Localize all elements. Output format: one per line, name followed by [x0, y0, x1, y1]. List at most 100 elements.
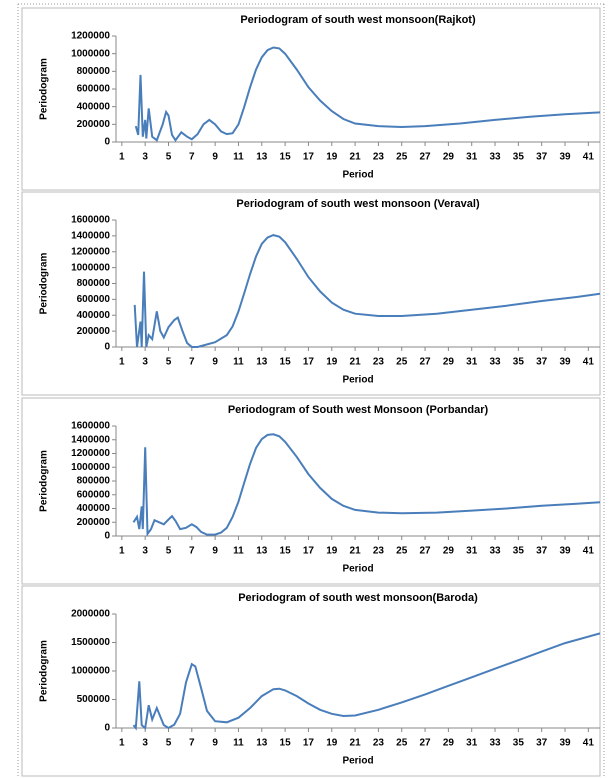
- x-tick-label: 1: [119, 357, 125, 368]
- x-tick-label: 37: [536, 152, 548, 163]
- x-tick-label: 37: [536, 546, 548, 557]
- series-line: [132, 632, 601, 731]
- x-tick-label: 19: [326, 152, 338, 163]
- x-tick-label: 35: [513, 546, 525, 557]
- x-tick-label: 19: [326, 357, 338, 368]
- chart-title: Periodogram of south west monsoon(Baroda…: [238, 592, 478, 604]
- y-tick-label: 0: [104, 723, 110, 734]
- x-tick-label: 25: [396, 152, 408, 163]
- x-tick-label: 27: [419, 357, 431, 368]
- x-tick-label: 41: [583, 357, 595, 368]
- y-axis-label: Periodogram: [39, 253, 50, 315]
- x-tick-label: 1: [119, 546, 125, 557]
- x-tick-label: 17: [303, 152, 315, 163]
- x-tick-label: 7: [189, 546, 195, 557]
- y-tick-label: 200000: [77, 517, 111, 528]
- x-tick-label: 13: [256, 546, 268, 557]
- y-tick-label: 0: [104, 137, 110, 148]
- x-tick-label: 33: [489, 357, 501, 368]
- y-tick-label: 800000: [77, 476, 111, 487]
- x-tick-label: 7: [189, 152, 195, 163]
- y-tick-label: 1600000: [71, 215, 110, 226]
- series-line: [132, 433, 601, 537]
- x-tick-label: 31: [466, 152, 478, 163]
- x-tick-label: 5: [166, 357, 172, 368]
- x-tick-label: 41: [583, 152, 595, 163]
- x-tick-label: 5: [166, 738, 172, 749]
- x-tick-label: 39: [559, 546, 571, 557]
- x-tick-label: 13: [256, 152, 268, 163]
- x-tick-label: 23: [373, 738, 385, 749]
- x-tick-label: 17: [303, 546, 315, 557]
- y-tick-label: 500000: [77, 694, 111, 705]
- x-tick-label: 3: [142, 357, 148, 368]
- y-tick-label: 400000: [77, 310, 111, 321]
- x-tick-label: 11: [233, 546, 244, 557]
- panel: [21, 585, 601, 777]
- x-tick-label: 1: [119, 152, 125, 163]
- x-tick-label: 19: [326, 738, 338, 749]
- x-tick-label: 33: [489, 738, 501, 749]
- y-tick-label: 1200000: [71, 448, 110, 459]
- y-tick-label: 1000000: [71, 262, 110, 273]
- y-tick-label: 400000: [77, 101, 111, 112]
- x-tick-label: 39: [559, 738, 571, 749]
- x-tick-label: 13: [256, 357, 268, 368]
- y-axis-label: Periodogram: [39, 640, 50, 702]
- y-tick-label: 2000000: [71, 609, 110, 620]
- y-tick-label: 1600000: [71, 421, 110, 432]
- panel: [21, 191, 601, 396]
- x-tick-label: 11: [233, 152, 244, 163]
- x-tick-label: 39: [559, 152, 571, 163]
- x-tick-label: 37: [536, 738, 548, 749]
- x-tick-label: 3: [142, 152, 148, 163]
- y-tick-label: 600000: [77, 489, 111, 500]
- x-tick-label: 9: [212, 152, 218, 163]
- x-tick-label: 31: [466, 738, 478, 749]
- x-tick-label: 35: [513, 357, 525, 368]
- x-tick-label: 9: [212, 546, 218, 557]
- x-tick-label: 3: [142, 546, 148, 557]
- x-tick-label: 35: [513, 738, 525, 749]
- x-tick-label: 39: [559, 357, 571, 368]
- x-tick-label: 35: [513, 152, 525, 163]
- x-tick-label: 5: [166, 152, 172, 163]
- x-tick-label: 25: [396, 357, 408, 368]
- x-tick-label: 3: [142, 738, 148, 749]
- x-tick-label: 11: [233, 357, 244, 368]
- x-tick-label: 23: [373, 546, 385, 557]
- x-tick-label: 7: [189, 738, 195, 749]
- x-tick-label: 33: [489, 152, 501, 163]
- x-tick-label: 29: [443, 546, 455, 557]
- y-tick-label: 0: [104, 342, 110, 353]
- panel: [21, 397, 601, 585]
- y-tick-label: 0: [104, 531, 110, 542]
- x-tick-label: 17: [303, 357, 315, 368]
- x-tick-label: 41: [583, 738, 595, 749]
- x-tick-label: 13: [256, 738, 268, 749]
- x-tick-label: 21: [350, 357, 362, 368]
- y-tick-label: 1000000: [71, 48, 110, 59]
- x-tick-label: 27: [419, 546, 431, 557]
- y-tick-label: 1200000: [71, 246, 110, 257]
- x-tick-label: 5: [166, 546, 172, 557]
- series-line: [133, 234, 601, 348]
- y-tick-label: 200000: [77, 119, 111, 130]
- x-axis-label: Period: [342, 170, 373, 181]
- x-tick-label: 23: [373, 152, 385, 163]
- y-tick-label: 1000000: [71, 666, 110, 677]
- y-tick-label: 400000: [77, 503, 111, 514]
- x-tick-label: 33: [489, 546, 501, 557]
- y-tick-label: 1500000: [71, 637, 110, 648]
- chart-title: Periodogram of south west monsoon (Verav…: [236, 198, 480, 210]
- x-tick-label: 31: [466, 546, 478, 557]
- x-tick-label: 25: [396, 738, 408, 749]
- x-axis-label: Period: [342, 564, 373, 575]
- y-tick-label: 1200000: [71, 31, 110, 42]
- x-tick-label: 25: [396, 546, 408, 557]
- x-tick-label: 37: [536, 357, 548, 368]
- x-tick-label: 7: [189, 357, 195, 368]
- chart-title: Periodogram of south west monsoon(Rajkot…: [240, 14, 476, 26]
- x-tick-label: 15: [280, 357, 292, 368]
